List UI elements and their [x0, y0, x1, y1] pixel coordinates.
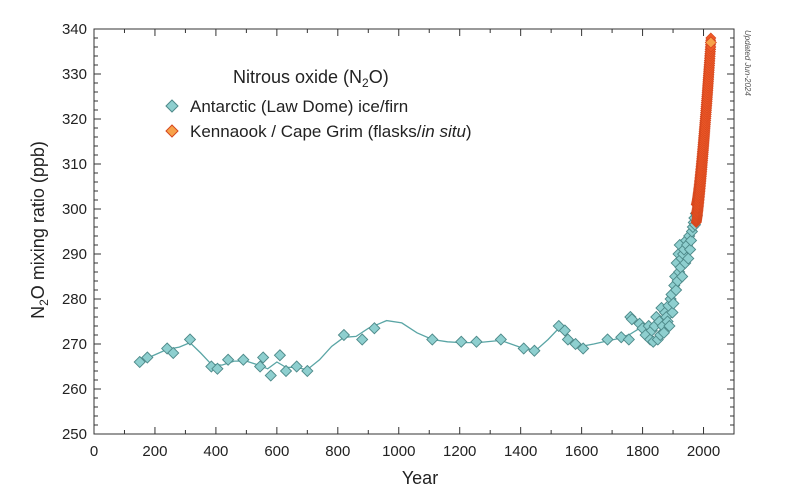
- legend-marker-cape-grim: [165, 124, 179, 138]
- law-dome-point: [183, 333, 197, 346]
- law-dome-point: [368, 322, 381, 335]
- y-tick-label: 280: [62, 291, 87, 308]
- x-tick-label: 0: [90, 443, 98, 460]
- legend-title: Nitrous oxide (N2O): [233, 67, 389, 90]
- law-dome-point: [663, 319, 676, 333]
- y-tick-label: 290: [62, 246, 87, 263]
- law-dome-point: [426, 333, 439, 346]
- law-dome-point: [682, 252, 695, 265]
- x-tick-label: 200: [142, 443, 167, 460]
- law-dome-point: [622, 333, 635, 346]
- x-tick-label: 800: [325, 443, 350, 460]
- y-tick-label: 320: [62, 111, 87, 128]
- y-axis-title: N2O mixing ratio (ppb): [28, 141, 51, 319]
- x-axis-title: Year: [402, 468, 438, 488]
- cape-grim-latest-point: [704, 36, 717, 49]
- law-dome-point: [669, 283, 683, 297]
- law-dome-point: [676, 270, 689, 283]
- law-dome-point: [494, 333, 507, 346]
- plot-area: [133, 32, 717, 382]
- legend-label-cape-grim-end: ): [466, 122, 472, 141]
- law-dome-point: [455, 335, 468, 348]
- law-dome-point: [237, 353, 250, 366]
- x-tick-label: 1600: [565, 443, 598, 460]
- law-dome-point: [470, 335, 483, 348]
- x-tick-label: 1000: [382, 443, 415, 460]
- law-dome-point: [167, 346, 180, 360]
- law-dome-point: [528, 344, 541, 357]
- law-dome-point: [279, 364, 293, 378]
- law-dome-point: [666, 306, 679, 319]
- y-tick-label: 330: [62, 66, 87, 83]
- law-dome-point: [625, 313, 639, 326]
- x-tick-label: 1800: [626, 443, 659, 460]
- legend-label-law-dome: Antarctic (Law Dome) ice/firn: [190, 97, 408, 116]
- law-dome-point: [683, 243, 697, 256]
- law-dome-point: [301, 364, 314, 378]
- legend-title-main: Nitrous oxide (N: [233, 67, 362, 87]
- legend-label-cape-grim-italic: in situ: [421, 122, 466, 141]
- law-dome-point: [221, 353, 235, 366]
- law-dome-point: [356, 333, 369, 346]
- x-tick-label: 1200: [443, 443, 476, 460]
- law-dome-point: [337, 328, 351, 342]
- y-tick-label: 260: [62, 381, 87, 398]
- legend-marker-law-dome: [165, 99, 179, 113]
- x-tick-label: 2000: [687, 443, 720, 460]
- law-dome-point: [517, 342, 530, 355]
- legend: Nitrous oxide (N2O) Antarctic (Law Dome)…: [165, 67, 472, 141]
- law-dome-point: [264, 369, 277, 382]
- law-dome-point: [253, 360, 267, 373]
- law-dome-point: [211, 362, 224, 375]
- law-dome-point: [601, 333, 614, 346]
- law-dome-point: [684, 234, 698, 247]
- x-tick-label: 1400: [504, 443, 537, 460]
- y-tick-label: 270: [62, 336, 87, 353]
- law-dome-point: [141, 351, 154, 364]
- legend-label-cape-grim-main: Kennaook / Cape Grim (flasks/: [190, 122, 422, 141]
- y-tick-label: 300: [62, 201, 87, 218]
- law-dome-point: [657, 326, 671, 339]
- law-dome-point: [290, 360, 303, 373]
- axes: 0 200 400 600 800 1000 1200 1400 1600 1800 2000 250…: [62, 21, 735, 460]
- y-axis-title-main: N: [28, 306, 48, 319]
- law-dome-point: [577, 342, 590, 355]
- updated-note: Updated Jun-2024: [743, 30, 752, 96]
- y-axis-title-rest: O mixing ratio (ppb): [28, 141, 48, 299]
- law-dome-point: [257, 351, 270, 364]
- x-tick-label: 400: [203, 443, 228, 460]
- y-axis-title-sub: 2: [37, 299, 51, 306]
- x-tick-label: 600: [264, 443, 289, 460]
- plot-frame: [93, 28, 735, 435]
- y-tick-label: 310: [62, 156, 87, 173]
- law-dome-point: [667, 297, 680, 310]
- legend-title-end: O): [369, 67, 389, 87]
- legend-label-cape-grim: Kennaook / Cape Grim (flasks/in situ): [190, 122, 472, 141]
- law-dome-point: [133, 355, 146, 369]
- law-dome-smooth-line: [139, 42, 712, 371]
- law-dome-point: [273, 349, 287, 362]
- legend-title-sub: 2: [362, 76, 369, 90]
- law-dome-point: [561, 333, 575, 346]
- law-dome-point: [558, 324, 571, 337]
- law-dome-point: [569, 337, 582, 351]
- y-tick-label: 250: [62, 426, 87, 443]
- y-tick-label: 340: [62, 21, 87, 38]
